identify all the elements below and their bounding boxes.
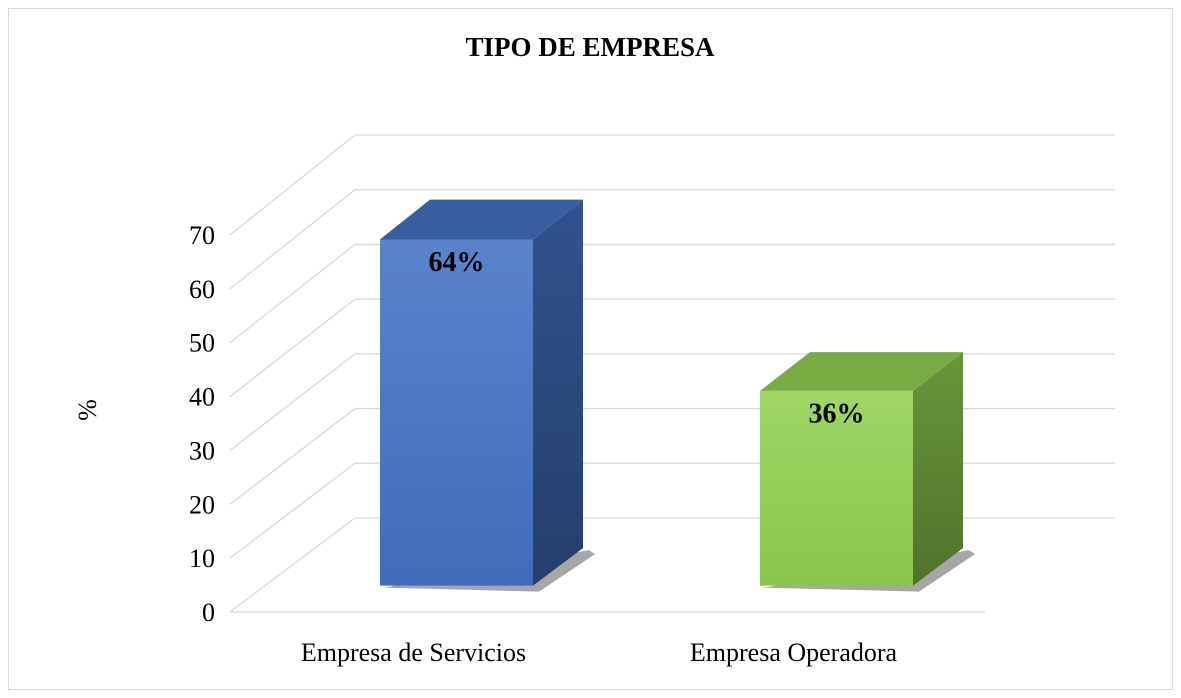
grid-line — [229, 353, 356, 451]
x-tick-label: Empresa de Servicios — [301, 638, 526, 667]
y-axis-label: % — [73, 399, 102, 421]
grid-line — [229, 462, 356, 559]
grid-line — [229, 134, 356, 236]
data-label: 64% — [429, 247, 485, 278]
data-label: 36% — [809, 398, 865, 429]
chart-frame — [8, 8, 1173, 690]
y-tick-label: 60 — [189, 275, 215, 304]
y-tick-label: 30 — [189, 436, 215, 465]
bar-side — [913, 352, 963, 586]
bar — [380, 239, 533, 586]
bar-side — [533, 199, 583, 586]
y-tick-label: 50 — [189, 329, 215, 358]
chart-title: TIPO DE EMPRESA — [465, 32, 715, 62]
y-tick-label: 70 — [189, 221, 215, 250]
grid-line — [229, 298, 356, 398]
y-tick-label: 0 — [202, 598, 215, 627]
bar — [760, 390, 913, 586]
x-tick-label: Empresa Operadora — [690, 638, 898, 667]
grid-line — [229, 189, 356, 290]
y-tick-label: 20 — [189, 490, 215, 519]
grid-line — [229, 408, 356, 505]
grid-line — [229, 243, 356, 344]
grid-line — [229, 517, 356, 613]
y-tick-label: 40 — [189, 383, 215, 412]
bar-top — [380, 199, 583, 240]
bar-top — [760, 352, 963, 391]
y-tick-label: 10 — [189, 544, 215, 573]
